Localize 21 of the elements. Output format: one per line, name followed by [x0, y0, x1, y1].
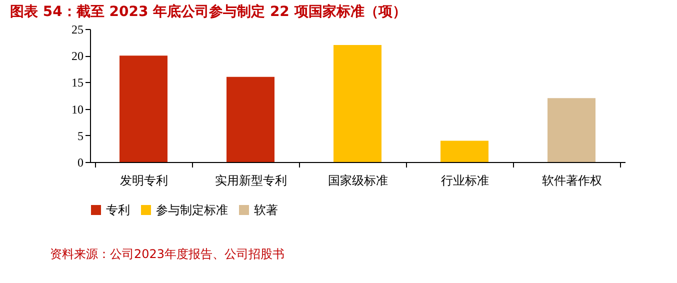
chart-title: 图表 54：截至 2023 年底公司参与制定 22 项国家标准（项） — [10, 3, 406, 20]
x-tick-label: 行业标准 — [441, 174, 489, 188]
bar — [334, 44, 382, 162]
text: 资料来源：公司2023年度报告、公司招股书 — [50, 247, 285, 261]
y-tick-label: 5 — [78, 128, 84, 143]
x-tick-label: 发明专利 — [120, 174, 168, 188]
y-tick-label: 0 — [78, 156, 84, 170]
y-tick-label: 20 — [72, 49, 84, 64]
bar — [120, 56, 168, 162]
x-tick-label: 实用新型专利 — [215, 174, 287, 188]
x-tick-label: 软件著作权 — [542, 174, 602, 188]
y-tick-label: 10 — [72, 102, 84, 116]
legend-label: 专利 — [106, 203, 130, 217]
bar — [226, 76, 274, 162]
bar — [440, 140, 488, 162]
legend-label: 软著 — [254, 203, 278, 217]
y-tick-label: 25 — [72, 22, 84, 36]
bar — [548, 98, 596, 162]
legend-label: 参与制定标准 — [156, 203, 228, 217]
y-tick-label: 15 — [72, 76, 84, 90]
x-tick-label: 国家级标准 — [328, 174, 388, 188]
